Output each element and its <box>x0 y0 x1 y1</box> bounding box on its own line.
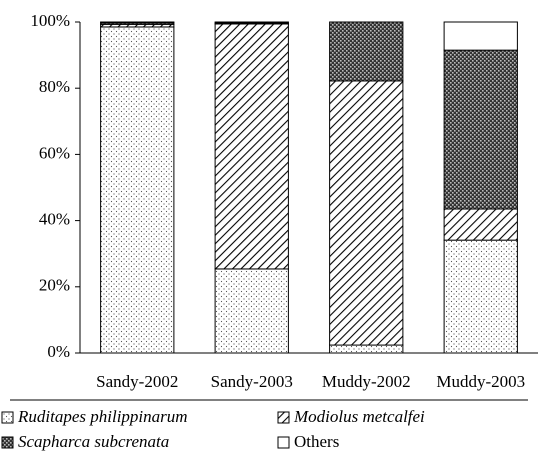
legend-swatch <box>277 411 290 424</box>
bar-segment <box>214 21 289 24</box>
x-tick-label: Sandy-2003 <box>211 372 293 391</box>
y-tick-label: 100% <box>30 11 70 30</box>
legend-label: Modiolus metcalfei <box>293 407 425 426</box>
x-tick-label: Muddy-2003 <box>436 372 525 391</box>
bar-segment <box>443 208 518 241</box>
y-tick-label: 80% <box>39 77 70 96</box>
legend-label: Scapharca subcrenata <box>18 432 169 451</box>
x-tick-label: Muddy-2002 <box>322 372 411 391</box>
y-tick-label: 60% <box>39 143 70 162</box>
legend-swatch <box>1 411 14 424</box>
y-tick-label: 0% <box>47 342 70 361</box>
bar-segment <box>100 26 175 354</box>
legend-swatch <box>277 436 290 449</box>
y-tick-label: 40% <box>39 210 70 229</box>
y-tick-label: 20% <box>39 276 70 295</box>
bar-segment <box>100 21 175 24</box>
legend-label: Others <box>294 432 339 451</box>
bar-segment <box>329 80 404 346</box>
bar-segment <box>329 21 404 82</box>
bar-segment <box>443 239 518 354</box>
bar-segment <box>329 344 404 354</box>
x-tick-label: Sandy-2002 <box>96 372 178 391</box>
legend-label: Ruditapes philippinarum <box>17 407 188 426</box>
bar-segment <box>443 21 518 51</box>
bar-segment <box>214 268 289 354</box>
bar-segment <box>443 49 518 210</box>
bar-segment <box>214 23 289 270</box>
legend-swatch <box>1 436 14 449</box>
